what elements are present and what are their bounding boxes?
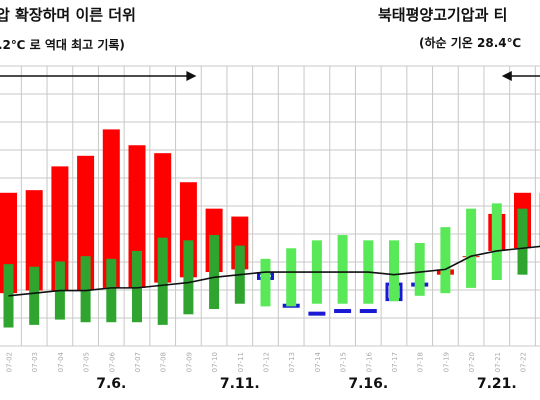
green-range-bar	[183, 240, 194, 315]
warm-bar	[25, 190, 43, 291]
x-tick-label: 07-17	[391, 352, 399, 372]
x-tick-label: 07-14	[314, 351, 322, 372]
headline-right-line2: (하순 기온 28.4℃	[419, 36, 522, 50]
green-range-bar	[389, 240, 399, 302]
x-major-label: 7.6.	[96, 376, 126, 392]
green-range-bar	[260, 258, 271, 307]
cool-bar	[308, 311, 326, 316]
cool-bar	[359, 309, 377, 314]
green-range-bar	[517, 208, 528, 275]
green-range-bar	[3, 264, 14, 328]
x-tick-label: 07-03	[31, 352, 39, 372]
x-tick-label: 07-21	[494, 352, 502, 372]
green-range-bar	[286, 248, 297, 307]
green-range-bar	[209, 235, 220, 310]
x-tick-label: 07-10	[211, 352, 219, 372]
x-major-label: 7.21.	[477, 376, 517, 392]
left-arrow-head	[186, 71, 197, 81]
x-tick-label: 07-05	[83, 352, 91, 372]
warm-bar	[102, 129, 120, 288]
green-range-bar	[132, 250, 142, 323]
green-range-bar	[29, 266, 40, 325]
x-tick-label: 07-12	[263, 352, 271, 372]
green-range-bar	[440, 227, 451, 294]
headline-left-line1: 압 확장하며 이른 더위	[0, 6, 136, 24]
x-tick-label: 07-06	[108, 351, 116, 372]
x-major-label: 7.11.	[220, 376, 260, 392]
green-range-bar	[466, 208, 477, 288]
green-range-bar	[491, 203, 502, 280]
x-tick-label: 07-08	[160, 352, 168, 372]
right-arrow-head	[501, 71, 512, 81]
x-major-label: 7.16.	[348, 376, 388, 392]
x-tick-label: 07-02	[6, 352, 14, 372]
warm-bar	[51, 166, 69, 291]
x-tick-label: 07-07	[134, 352, 142, 372]
normal-line	[8, 245, 540, 297]
x-tick-label: 07-04	[57, 351, 65, 372]
green-range-bar	[106, 258, 117, 323]
x-tick-label: 07-22	[520, 352, 528, 372]
green-range-bar	[157, 237, 168, 325]
cool-bar	[334, 309, 352, 314]
green-range-bar	[337, 235, 348, 304]
green-range-bar	[414, 242, 425, 296]
x-tick-label: 07-18	[417, 352, 425, 372]
x-tick-label: 07-20	[468, 352, 476, 372]
green-range-bar	[80, 256, 91, 323]
x-tick-label: 07-13	[288, 352, 296, 372]
headline-left-line2: .2℃ 로 역대 최고 기록)	[0, 38, 125, 52]
x-tick-label: 07-15	[340, 352, 348, 372]
x-tick-label: 07-09	[185, 352, 193, 372]
headline-right-line1: 북태평양고기압과 티	[378, 6, 508, 24]
x-tick-label: 07-16	[365, 351, 373, 372]
x-tick-label: 07-11	[237, 352, 245, 372]
x-tick-label: 07-19	[442, 352, 450, 372]
